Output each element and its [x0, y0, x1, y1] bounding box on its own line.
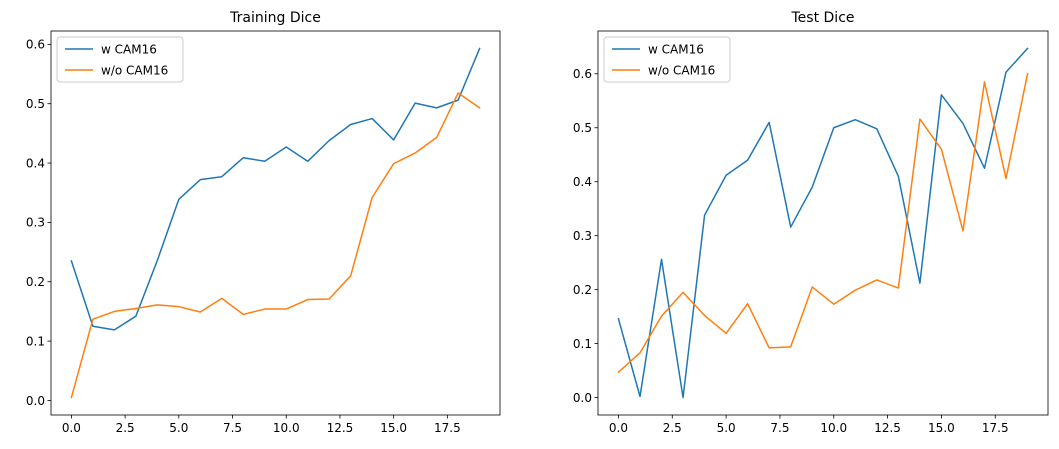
x-tick-label: 15.0 — [928, 421, 955, 435]
x-tick-label: 10.0 — [820, 421, 847, 435]
y-tick-label: 0.4 — [573, 175, 592, 189]
chart-panel-1: Training Dice 0.0 2.5 5.0 7.5 10.0 12.5 15.0 17.… — [26, 10, 501, 435]
x-tick-label: 12.5 — [327, 421, 354, 435]
x-tick-label: 5.0 — [169, 421, 188, 435]
axes-frame — [597, 30, 1049, 416]
series-line-wo-cam16 — [617, 72, 1029, 374]
y-tick-label: 0.5 — [26, 97, 45, 111]
x-tick-label: 7.5 — [223, 421, 242, 435]
axes-frame — [50, 30, 501, 416]
legend-label: w/o CAM16 — [101, 63, 168, 77]
series-line-wo-cam16 — [70, 92, 481, 399]
y-tick-label: 0.4 — [26, 156, 45, 170]
y-tick-label: 0.0 — [573, 391, 592, 405]
chart-panel-2: Test Dice 0.0 2.5 5.0 7.5 10.0 12.5 15.0 17.5 0.0… — [573, 10, 1049, 435]
y-tick-label: 0.1 — [573, 337, 592, 351]
x-tick-label: 2.5 — [116, 421, 135, 435]
legend-label: w/o CAM16 — [648, 63, 715, 77]
x-tick-label: 2.5 — [663, 421, 682, 435]
series-line-w-cam16 — [70, 47, 481, 331]
x-tick-label: 15.0 — [380, 421, 407, 435]
y-tick-label: 0.2 — [573, 283, 592, 297]
x-tick-label: 10.0 — [273, 421, 300, 435]
y-tick-label: 0.0 — [26, 394, 45, 408]
y-tick-label: 0.3 — [573, 229, 592, 243]
y-tick-label: 0.6 — [573, 67, 592, 81]
x-tick-label: 7.5 — [770, 421, 789, 435]
x-tick-label: 17.5 — [434, 421, 461, 435]
legend-label: w CAM16 — [648, 42, 704, 56]
x-tick-label: 12.5 — [874, 421, 901, 435]
y-tick-label: 0.3 — [26, 216, 45, 230]
chart-title: Training Dice — [229, 10, 321, 26]
legend: w CAM16 w/o CAM16 — [56, 36, 184, 83]
legend-label: w CAM16 — [101, 42, 157, 56]
y-tick-label: 0.5 — [573, 121, 592, 135]
x-tick-label: 0.0 — [62, 421, 81, 435]
series-line-w-cam16 — [617, 47, 1029, 399]
x-tick-label: 5.0 — [717, 421, 736, 435]
x-tick-label: 0.0 — [609, 421, 628, 435]
x-tick-label: 17.5 — [982, 421, 1009, 435]
y-tick-label: 0.6 — [26, 38, 45, 52]
y-tick-label: 0.2 — [26, 275, 45, 289]
legend: w CAM16 w/o CAM16 — [603, 36, 731, 83]
y-tick-label: 0.1 — [26, 334, 45, 348]
chart-title: Test Dice — [791, 10, 855, 26]
